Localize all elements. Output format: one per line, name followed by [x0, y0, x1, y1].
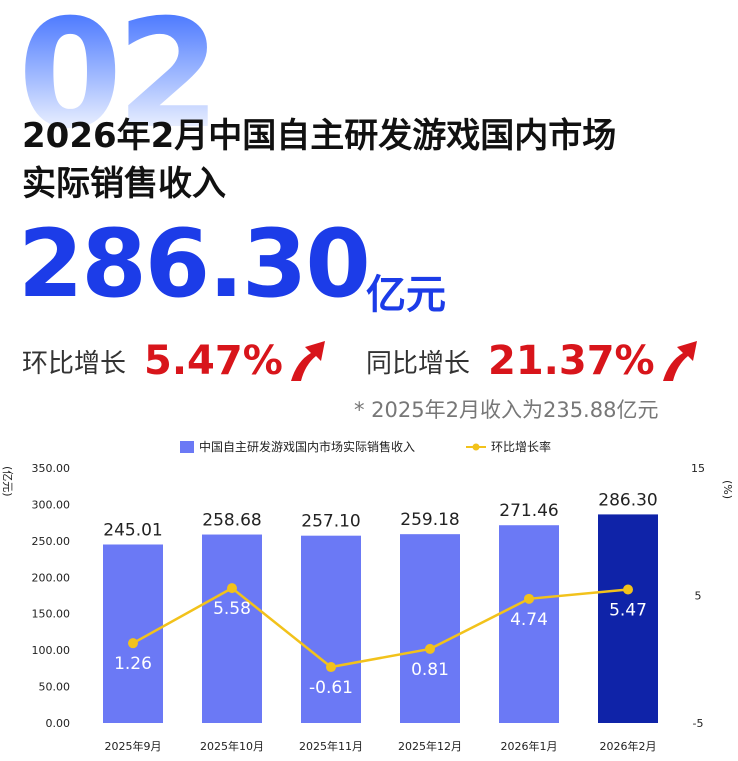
y-right-axis: -5 5 15	[691, 462, 705, 730]
x-tick-3: 2025年12月	[398, 739, 462, 753]
bar-label-5: 286.30	[598, 490, 657, 510]
bar-4	[499, 525, 559, 723]
y-left-tick-1: 50.00	[39, 681, 71, 694]
bar-series: 245.01 258.68 257.10 259.18 271.46 286.30	[103, 490, 658, 723]
bar-3	[400, 534, 460, 723]
yoy-metric: 同比增长 21.37%	[366, 338, 699, 384]
y-left-tick-4: 200.00	[32, 571, 71, 584]
bar-label-2: 257.10	[301, 512, 360, 532]
x-tick-5: 2026年2月	[600, 739, 657, 753]
mom-value: 5.47%	[144, 338, 283, 384]
title-line-2: 实际销售收入	[22, 164, 226, 204]
y-right-tick-2: 15	[691, 462, 705, 475]
line-label-5: 5.47	[609, 601, 647, 621]
x-axis: 2025年9月 2025年10月 2025年11月 2025年12月 2026年1月 20…	[105, 739, 657, 753]
y-right-tick-0: -5	[693, 717, 704, 730]
arrow-up-icon	[290, 341, 325, 381]
line-label-0: 1.26	[114, 654, 152, 674]
page-title: 2026年2月中国自主研发游戏国内市场 实际销售收入	[22, 112, 722, 208]
legend-line-label: 环比增长率	[491, 439, 551, 454]
line-label-3: 0.81	[411, 660, 449, 680]
bar-label-4: 271.46	[499, 501, 558, 521]
arrow-up-icon	[662, 341, 697, 381]
line-label-1: 5.58	[213, 599, 251, 619]
x-tick-4: 2026年1月	[501, 739, 558, 753]
bar-2	[301, 535, 361, 723]
y-left-tick-2: 100.00	[32, 644, 71, 657]
line-point-0	[128, 638, 138, 649]
revenue-chart: 中国自主研发游戏国内市场实际销售收入 环比增长率 (亿元) (%) 0.0050…	[1, 439, 734, 753]
y-left-tick-3: 150.00	[32, 608, 71, 621]
bar-label-0: 245.01	[103, 520, 162, 540]
line-label-2: -0.61	[309, 678, 353, 698]
line-point-4	[524, 593, 534, 604]
yoy-label: 同比增长	[366, 348, 471, 379]
title-line-1: 2026年2月中国自主研发游戏国内市场	[22, 116, 617, 156]
y-left-tick-7: 350.00	[32, 462, 71, 475]
yoy-value: 21.37%	[488, 338, 655, 384]
line-point-3	[425, 643, 435, 654]
x-tick-2: 2025年11月	[299, 739, 363, 753]
y-left-tick-6: 300.00	[32, 498, 71, 511]
line-series: 1.26 5.58 -0.61 0.81 4.74 5.47	[114, 583, 647, 698]
revenue-unit: 亿元	[366, 272, 446, 318]
growth-line	[132, 586, 629, 669]
y-right-tick-1: 5	[695, 590, 702, 603]
y-left-unit: (亿元)	[1, 466, 14, 497]
footnote: * 2025年2月收入为235.88亿元	[354, 398, 659, 422]
line-point-1	[227, 583, 237, 594]
mom-metric: 环比增长 5.47%	[22, 338, 327, 384]
revenue-value: 286.30	[18, 210, 371, 319]
y-left-tick-5: 250.00	[32, 535, 71, 548]
legend-line-marker	[472, 443, 480, 451]
x-tick-0: 2025年9月	[105, 739, 162, 753]
line-label-4: 4.74	[510, 610, 548, 630]
bar-0	[103, 544, 163, 723]
y-right-unit: (%)	[721, 480, 734, 499]
chart-legend: 中国自主研发游戏国内市场实际销售收入 环比增长率	[180, 439, 551, 454]
bar-5	[598, 514, 658, 723]
legend-bar-swatch	[180, 441, 194, 453]
mom-label: 环比增长	[22, 348, 127, 379]
line-point-5	[623, 584, 633, 595]
section-number: 02	[18, 0, 221, 162]
x-tick-1: 2025年10月	[200, 739, 264, 753]
bar-label-3: 259.18	[400, 510, 459, 530]
y-left-axis: 0.00 50.00 100.00 150.00 200.00 250.00 300.00 3…	[32, 462, 71, 730]
bar-1	[202, 534, 262, 723]
legend-bar-label: 中国自主研发游戏国内市场实际销售收入	[199, 439, 415, 454]
line-point-2	[326, 662, 336, 673]
bar-label-1: 258.68	[202, 511, 261, 531]
y-left-tick-0: 0.00	[46, 717, 71, 730]
